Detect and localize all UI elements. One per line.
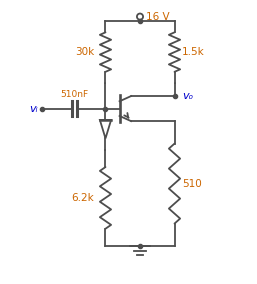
Text: vₒ: vₒ	[182, 91, 194, 101]
Text: vᵢ: vᵢ	[29, 104, 38, 114]
Text: 510: 510	[182, 179, 202, 189]
Text: 30k: 30k	[75, 47, 94, 57]
Text: 16 V: 16 V	[146, 12, 169, 22]
Text: 510nF: 510nF	[60, 90, 88, 99]
Text: 1.5k: 1.5k	[182, 47, 205, 57]
Text: 6.2k: 6.2k	[71, 193, 94, 203]
